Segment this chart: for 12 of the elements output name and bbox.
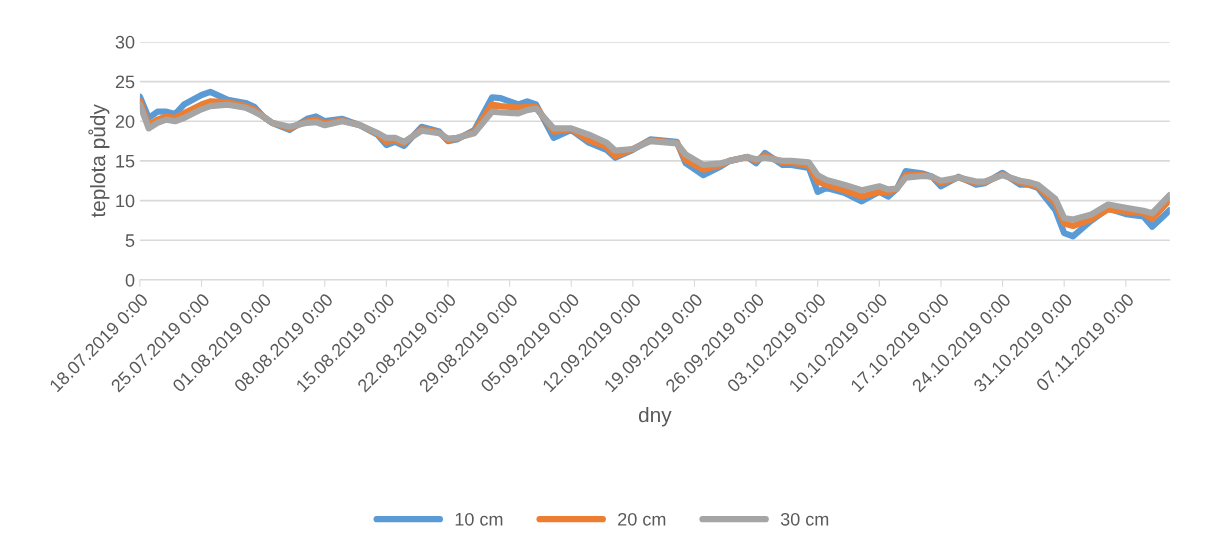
y-tick-label: 25 <box>115 75 135 89</box>
y-axis-title: teplota půdy <box>88 104 110 218</box>
legend-label: 20 cm <box>618 512 666 526</box>
x-axis-title: dny <box>638 407 672 427</box>
legend-label: 10 cm <box>455 512 503 526</box>
y-tick-label: 10 <box>116 194 135 208</box>
y-tick-label: 5 <box>125 234 135 247</box>
y-tick-label: 20 <box>115 115 135 128</box>
y-tick-label: 0 <box>125 273 135 287</box>
y-tick-label: 15 <box>116 155 135 168</box>
y-tick-label: 30 <box>115 35 135 49</box>
legend-label: 30 cm <box>780 512 829 526</box>
